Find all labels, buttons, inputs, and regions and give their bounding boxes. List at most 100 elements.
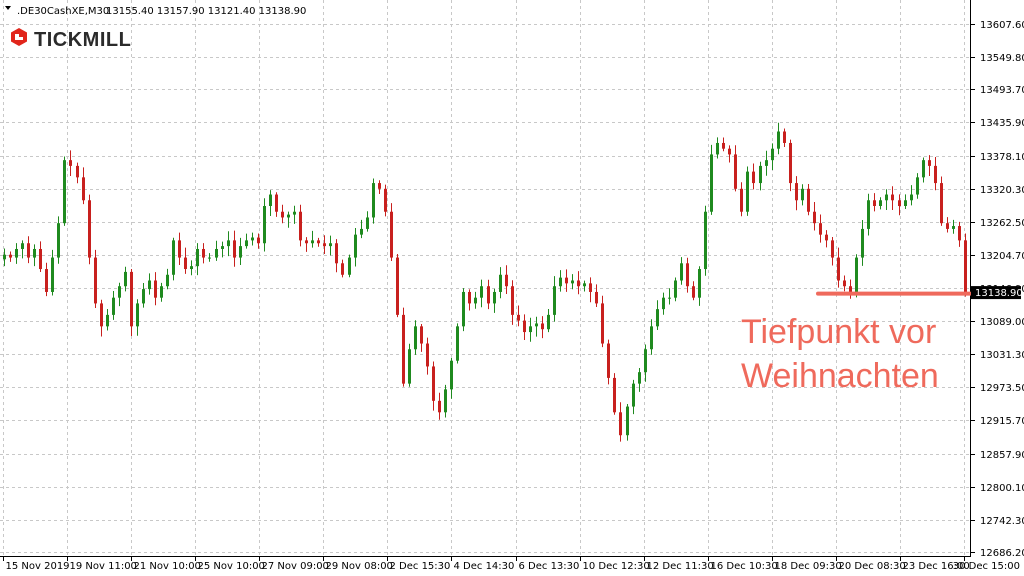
logo-mark-bar [19,34,27,37]
y-tick-label: 13378.10 [980,152,1024,163]
candle-body [69,160,72,166]
candle-body [849,286,852,292]
dropdown-triangle-icon[interactable] [5,6,11,10]
candle-body [190,266,193,270]
candle-body [82,177,85,201]
candle-body [511,286,514,315]
candle-body [45,269,48,292]
x-tick-label: 6 Dec 13:30 [519,561,580,572]
candle-body [245,240,248,247]
candle-body [360,228,363,235]
x-tick-label: 19 Nov 11:00 [70,561,137,572]
candle-body [317,240,320,244]
candle-body [233,240,236,258]
candle-body [879,200,882,206]
candle-body [160,286,163,298]
candle-body [269,194,272,206]
candle-body [861,228,864,258]
candle-body [601,303,604,344]
candle-body [650,326,653,350]
candle-body [777,131,780,149]
candle-body [293,211,296,215]
y-tick-label: 12686.20 [980,548,1024,559]
candle-body [746,171,749,212]
candle-body [589,283,592,292]
candle-body [644,349,647,373]
candle-body [547,314,550,330]
candle-body [771,148,774,161]
candle-body [372,183,375,218]
candle-body [487,286,490,304]
y-tick-label: 13089.00 [980,317,1024,328]
candle-body [354,234,357,258]
candle-body [505,274,508,287]
candle-body [946,223,949,229]
x-tick-label: 23 Dec 16:00 [903,561,970,572]
chart-header[interactable]: .DE30CashXE,M30 13155.40 13157.90 13121.… [5,6,306,17]
candle-body [867,200,870,229]
candlestick-series [3,122,967,442]
candle-body [656,309,659,327]
candle-body [632,383,635,407]
candle-body [571,280,574,284]
candle-body [819,223,822,235]
candle-body [251,237,254,241]
candle-body [299,211,302,241]
candle-body [9,254,12,258]
x-tick-label: 20 Dec 08:30 [839,561,906,572]
y-axis-ticks: 13607.60 13549.80 13493.70 13435.90 13378.10… [970,20,1024,559]
candle-body [668,297,671,299]
candle-body [239,246,242,258]
candle-body [499,274,502,292]
y-tick-label: 13262.50 [980,218,1024,229]
candle-body [178,240,181,258]
candle-body [940,183,943,224]
candle-body [15,248,18,258]
candle-body [112,297,115,315]
candle-body [148,280,151,290]
candle-body [215,248,218,258]
candle-body [408,349,411,384]
candle-body [680,263,683,281]
candle-body [831,240,834,258]
candle-body [837,257,840,281]
candle-body [468,291,471,304]
candle-body [704,211,707,270]
candle-body [390,211,393,258]
y-tick-label: 12915.70 [980,416,1024,427]
candle-body [728,148,731,155]
candle-body [783,131,786,143]
y-tick-label: 13607.60 [980,20,1024,31]
candle-body [118,286,121,298]
candle-body [964,240,967,293]
candle-body [891,194,894,201]
y-tick-label: 12800.10 [980,483,1024,494]
y-tick-label: 12973.50 [980,383,1024,394]
candle-body [692,286,695,298]
candle-body [813,211,816,224]
candle-body [100,303,103,327]
candle-body [275,194,278,212]
candle-body [710,154,713,212]
candle-body [130,271,133,327]
y-tick-label: 13435.90 [980,118,1024,129]
candle-body [904,200,907,206]
candle-body [335,243,338,264]
candle-body [196,248,199,267]
candle-body [577,280,580,287]
x-tick-label: 30 Dec 15:00 [953,561,1020,572]
y-tick-label: 13549.80 [980,53,1024,64]
y-tick-label: 13493.70 [980,85,1024,96]
candle-body [154,280,157,298]
candle-body [801,188,804,201]
candle-body [885,194,888,201]
candle-body [94,257,97,304]
candle-body [493,291,496,304]
candle-body [928,160,931,166]
ohlc-values: 13155.40 13157.90 13121.40 13138.90 [106,6,306,17]
current-price-text: 13138.90 [975,288,1023,299]
candle-body [39,248,42,270]
candle-body [855,257,858,292]
x-tick-label: 4 Dec 14:30 [454,561,515,572]
